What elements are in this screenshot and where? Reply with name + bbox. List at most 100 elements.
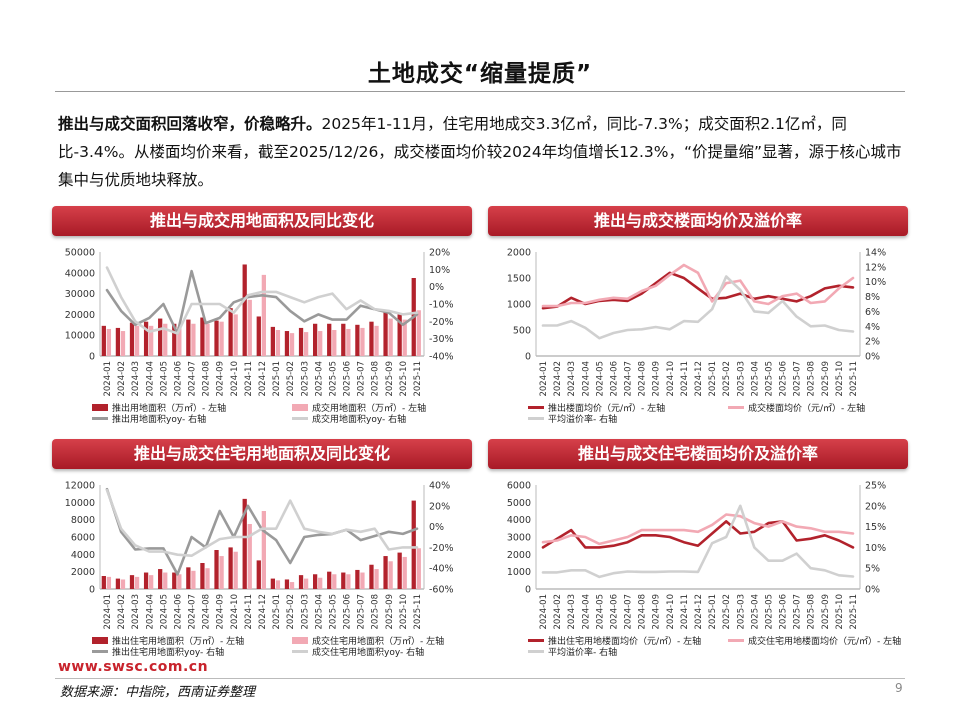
y-tick-left: 0 xyxy=(525,585,531,596)
bar xyxy=(416,310,421,356)
series-line xyxy=(541,520,855,549)
bar xyxy=(163,323,168,356)
chart-panel-residential-area: 推出与成交住宅用地面积及同比变化 0 2000 4000 6000 8000 10000 1… xyxy=(52,439,472,658)
bar xyxy=(120,331,126,356)
y-tick-right: -20% xyxy=(429,543,454,554)
bar xyxy=(129,575,135,589)
x-tick: 2024-04 xyxy=(145,361,155,397)
x-tick: 2025-05 xyxy=(764,594,774,630)
legend-label: 成交住宅用地面积yoy- 右轴 xyxy=(312,646,424,658)
bar xyxy=(355,324,360,356)
x-tick: 2024-04 xyxy=(581,594,591,630)
x-tick: 2025-10 xyxy=(399,361,409,397)
y-tick-right: 0% xyxy=(865,352,880,363)
x-tick: 2025-03 xyxy=(736,361,746,397)
legend-label: 推出用地面积yoy- 右轴 xyxy=(112,413,206,425)
y-tick-right: -60% xyxy=(429,585,454,596)
bar xyxy=(205,568,210,589)
x-tick: 2025-09 xyxy=(821,361,831,397)
bar xyxy=(284,579,290,589)
bar xyxy=(247,524,252,589)
x-tick: 2024-05 xyxy=(159,361,169,397)
x-tick: 2025-06 xyxy=(343,361,353,397)
bar xyxy=(242,264,247,356)
bar xyxy=(341,323,346,356)
bar xyxy=(360,327,365,356)
bar xyxy=(346,328,351,356)
bar xyxy=(163,572,168,589)
y-tick-right: 40% xyxy=(429,481,450,492)
bar xyxy=(261,511,266,589)
x-tick: 2024-12 xyxy=(258,361,268,397)
bar xyxy=(134,325,140,356)
bar xyxy=(205,323,210,356)
bar xyxy=(383,556,388,589)
x-tick: 2024-02 xyxy=(117,361,127,397)
x-tick: 2025-10 xyxy=(835,361,845,397)
bar xyxy=(298,327,304,356)
footer-url[interactable]: www.swsc.com.cn xyxy=(58,659,209,675)
bar xyxy=(383,312,388,356)
chart-panel-land-price: 推出与成交楼面均价及溢价率 0 500 1000 1500 2000 0% 2% 4% 6% 8%… xyxy=(488,206,908,425)
source-note: 数据来源：中指院，西南证券整理 xyxy=(60,685,256,700)
bar xyxy=(158,318,163,356)
legend-label: 成交住宅用地面积（万㎡）- 左轴 xyxy=(312,635,444,647)
chart-title-land-price: 推出与成交楼面均价及溢价率 xyxy=(488,206,908,236)
bar xyxy=(411,500,416,589)
bar xyxy=(242,498,247,589)
y-tick-right: -40% xyxy=(429,352,454,363)
x-tick: 2025-02 xyxy=(722,594,732,630)
bar xyxy=(191,570,196,589)
x-tick: 2025-04 xyxy=(750,594,760,630)
x-tick: 2024-12 xyxy=(694,594,704,630)
bar xyxy=(256,560,261,589)
bar xyxy=(289,333,295,356)
series-line xyxy=(541,263,855,308)
x-tick: 2024-11 xyxy=(680,594,690,630)
x-tick: 2025-11 xyxy=(413,594,423,630)
bar xyxy=(275,330,281,356)
bar xyxy=(402,556,407,589)
x-tick: 2025-07 xyxy=(793,594,803,630)
series-line xyxy=(105,269,419,335)
y-tick-left: 6000 xyxy=(507,481,531,492)
bar xyxy=(115,327,121,356)
bar xyxy=(261,274,266,356)
x-tick: 2025-01 xyxy=(272,361,282,397)
x-tick: 2025-02 xyxy=(286,361,296,397)
y-tick-left: 30000 xyxy=(65,289,95,300)
x-tick: 2025-01 xyxy=(272,594,282,630)
title-divider xyxy=(55,91,905,92)
x-tick: 2024-08 xyxy=(638,594,648,630)
bar xyxy=(284,331,290,356)
bar xyxy=(327,323,332,356)
bar xyxy=(275,580,281,589)
x-tick: 2025-08 xyxy=(371,361,381,397)
bar xyxy=(318,577,323,589)
y-tick-left: 12000 xyxy=(65,481,95,492)
y-tick-left: 1500 xyxy=(507,274,531,285)
bar xyxy=(158,569,163,589)
bar xyxy=(355,569,360,589)
bar xyxy=(327,571,332,589)
x-tick: 2024-07 xyxy=(624,594,634,630)
legend-label: 推出住宅用地面积（万㎡）- 左轴 xyxy=(112,635,244,647)
bar xyxy=(332,574,337,589)
y-tick-left: 0 xyxy=(525,352,531,363)
x-tick: 2025-03 xyxy=(300,594,310,630)
x-tick: 2025-08 xyxy=(371,594,381,630)
x-tick: 2024-11 xyxy=(244,594,254,630)
y-tick-left: 4000 xyxy=(71,550,95,561)
x-tick: 2024-08 xyxy=(638,361,648,397)
bar xyxy=(101,325,106,356)
x-tick: 2024-02 xyxy=(553,594,563,630)
x-tick: 2024-06 xyxy=(609,361,619,397)
y-tick-right: 10% xyxy=(865,277,886,288)
y-tick-right: 10% xyxy=(865,543,886,554)
bar xyxy=(129,322,135,356)
y-tick-left: 0 xyxy=(89,585,95,596)
bar xyxy=(149,575,154,589)
bar xyxy=(106,328,112,356)
bar xyxy=(172,323,177,356)
y-tick-right: 20% xyxy=(429,501,450,512)
